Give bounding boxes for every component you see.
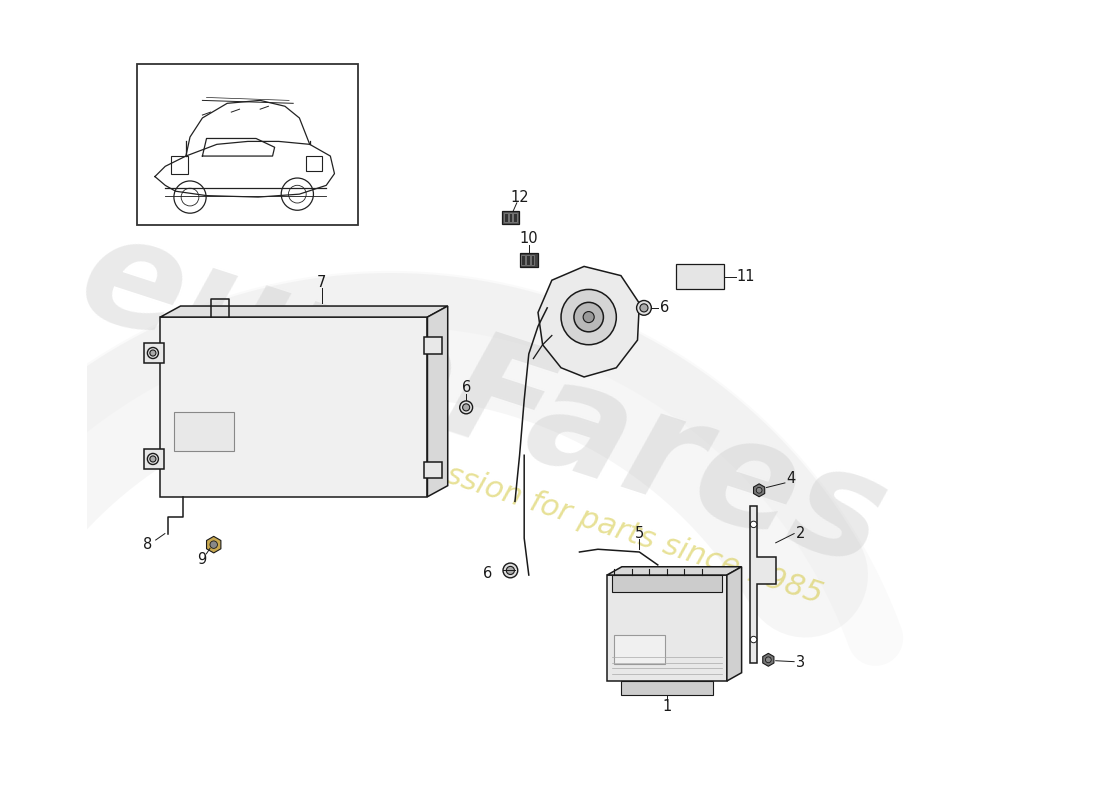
Bar <box>620 681 713 695</box>
Bar <box>508 213 513 222</box>
Circle shape <box>640 304 648 312</box>
Circle shape <box>147 347 158 358</box>
Bar <box>424 338 442 354</box>
Bar <box>530 255 535 265</box>
Text: 12: 12 <box>510 190 529 205</box>
Circle shape <box>150 350 156 356</box>
Circle shape <box>583 311 594 322</box>
Circle shape <box>756 487 762 493</box>
Text: 1: 1 <box>662 699 672 714</box>
Circle shape <box>463 404 470 411</box>
Text: 10: 10 <box>519 231 538 246</box>
Circle shape <box>503 563 518 578</box>
Bar <box>526 255 530 265</box>
Circle shape <box>637 301 651 315</box>
Circle shape <box>506 566 515 574</box>
Bar <box>607 575 727 681</box>
Bar <box>504 213 507 222</box>
Text: euroFares: euroFares <box>63 202 903 598</box>
Text: 7: 7 <box>317 274 327 290</box>
Bar <box>615 635 666 665</box>
Text: 6: 6 <box>462 380 471 394</box>
Bar <box>612 575 723 592</box>
Bar <box>676 264 724 290</box>
Text: a passion for parts since 1985: a passion for parts since 1985 <box>378 439 826 610</box>
Bar <box>138 64 359 225</box>
Bar <box>161 317 428 497</box>
Bar <box>519 253 538 267</box>
Bar <box>513 213 517 222</box>
Circle shape <box>750 636 757 642</box>
Bar <box>306 156 322 170</box>
Polygon shape <box>754 484 764 497</box>
Circle shape <box>574 302 604 332</box>
Circle shape <box>210 541 218 548</box>
Polygon shape <box>762 654 774 666</box>
Circle shape <box>147 454 158 465</box>
Circle shape <box>561 290 616 345</box>
Polygon shape <box>607 566 741 575</box>
Text: 5: 5 <box>635 526 643 541</box>
Polygon shape <box>428 306 448 497</box>
Bar <box>502 211 519 224</box>
Text: 6: 6 <box>660 300 669 315</box>
Text: 8: 8 <box>143 537 152 552</box>
Polygon shape <box>750 506 776 662</box>
Text: 3: 3 <box>796 655 805 670</box>
Circle shape <box>750 521 757 527</box>
Bar <box>144 449 164 469</box>
Polygon shape <box>538 266 639 377</box>
Bar <box>521 255 525 265</box>
Circle shape <box>460 401 473 414</box>
Circle shape <box>150 456 156 462</box>
Polygon shape <box>161 306 448 317</box>
Polygon shape <box>727 566 741 681</box>
Text: 2: 2 <box>796 526 805 541</box>
Text: 6: 6 <box>483 566 492 581</box>
Circle shape <box>766 657 771 662</box>
Bar <box>144 343 164 363</box>
Bar <box>424 462 442 478</box>
Bar <box>174 412 234 450</box>
Bar <box>172 156 188 174</box>
Text: 9: 9 <box>197 552 207 567</box>
Text: 11: 11 <box>736 269 755 284</box>
Text: 4: 4 <box>786 471 796 486</box>
Polygon shape <box>207 536 221 553</box>
